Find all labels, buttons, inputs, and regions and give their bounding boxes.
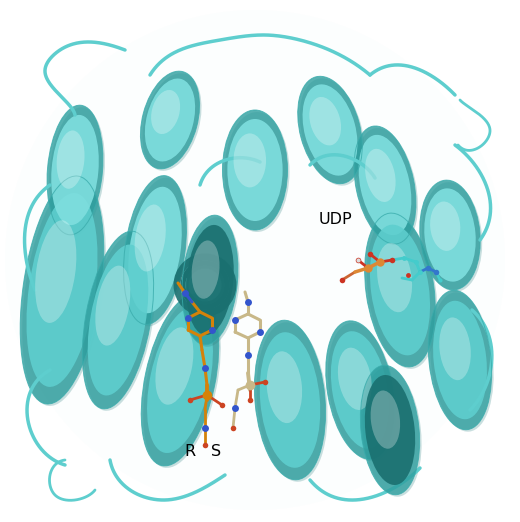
Ellipse shape — [433, 301, 487, 419]
Text: S: S — [211, 444, 221, 459]
Ellipse shape — [27, 193, 98, 387]
Ellipse shape — [151, 90, 180, 134]
Ellipse shape — [147, 307, 213, 453]
Ellipse shape — [356, 128, 418, 246]
Ellipse shape — [300, 78, 365, 186]
Ellipse shape — [298, 76, 362, 184]
Ellipse shape — [35, 220, 76, 323]
Ellipse shape — [20, 176, 104, 404]
Ellipse shape — [365, 149, 396, 202]
Ellipse shape — [22, 178, 106, 406]
Ellipse shape — [223, 110, 288, 230]
Ellipse shape — [145, 78, 195, 161]
Ellipse shape — [328, 323, 396, 461]
Ellipse shape — [326, 321, 394, 459]
Ellipse shape — [186, 225, 234, 335]
Ellipse shape — [303, 85, 357, 175]
Ellipse shape — [360, 365, 420, 495]
Ellipse shape — [82, 231, 153, 409]
Ellipse shape — [5, 10, 505, 510]
Ellipse shape — [143, 296, 221, 468]
Ellipse shape — [182, 215, 238, 345]
Ellipse shape — [260, 332, 320, 468]
Ellipse shape — [354, 126, 416, 244]
Ellipse shape — [309, 97, 341, 146]
Ellipse shape — [49, 107, 105, 237]
Ellipse shape — [371, 390, 400, 449]
Ellipse shape — [140, 71, 200, 169]
Ellipse shape — [88, 244, 148, 396]
Ellipse shape — [84, 233, 155, 411]
Ellipse shape — [338, 348, 372, 410]
Ellipse shape — [155, 327, 193, 405]
Ellipse shape — [424, 188, 476, 282]
Ellipse shape — [125, 177, 188, 326]
Ellipse shape — [51, 115, 99, 225]
Ellipse shape — [227, 119, 283, 221]
Ellipse shape — [430, 201, 460, 251]
Ellipse shape — [362, 367, 422, 497]
Text: UDP: UDP — [319, 212, 352, 227]
Ellipse shape — [439, 317, 471, 380]
Ellipse shape — [256, 322, 328, 482]
Ellipse shape — [225, 112, 290, 232]
Ellipse shape — [47, 105, 103, 235]
Ellipse shape — [184, 217, 240, 347]
Ellipse shape — [365, 213, 435, 367]
Ellipse shape — [367, 215, 437, 369]
Ellipse shape — [428, 290, 492, 430]
Ellipse shape — [359, 135, 411, 235]
Ellipse shape — [192, 241, 219, 299]
Ellipse shape — [142, 73, 202, 171]
Ellipse shape — [254, 320, 326, 480]
Ellipse shape — [331, 331, 389, 449]
Ellipse shape — [365, 375, 415, 485]
Text: R: R — [184, 444, 196, 459]
Ellipse shape — [128, 187, 182, 313]
Ellipse shape — [233, 134, 266, 187]
Ellipse shape — [267, 351, 302, 423]
Ellipse shape — [420, 180, 480, 290]
Ellipse shape — [135, 205, 166, 271]
Ellipse shape — [95, 266, 131, 346]
Ellipse shape — [124, 175, 187, 324]
Ellipse shape — [422, 182, 482, 292]
Ellipse shape — [57, 130, 85, 189]
Ellipse shape — [370, 224, 430, 355]
Ellipse shape — [377, 243, 412, 312]
Ellipse shape — [141, 294, 219, 466]
Ellipse shape — [431, 292, 493, 432]
